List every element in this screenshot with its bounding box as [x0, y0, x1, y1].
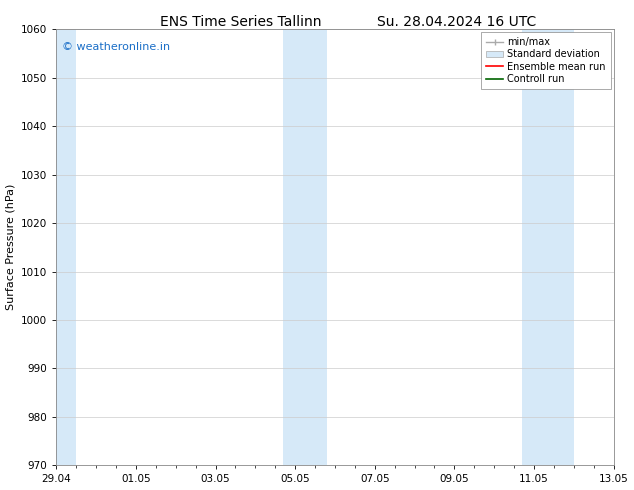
Text: Su. 28.04.2024 16 UTC: Su. 28.04.2024 16 UTC: [377, 15, 536, 29]
Bar: [53, 29, 76, 465]
Bar: [522, 29, 574, 465]
Bar: [283, 29, 327, 465]
Text: ENS Time Series Tallinn: ENS Time Series Tallinn: [160, 15, 321, 29]
Y-axis label: Surface Pressure (hPa): Surface Pressure (hPa): [6, 184, 16, 311]
Text: © weatheronline.in: © weatheronline.in: [62, 42, 170, 52]
Legend: min/max, Standard deviation, Ensemble mean run, Controll run: min/max, Standard deviation, Ensemble me…: [481, 32, 611, 89]
